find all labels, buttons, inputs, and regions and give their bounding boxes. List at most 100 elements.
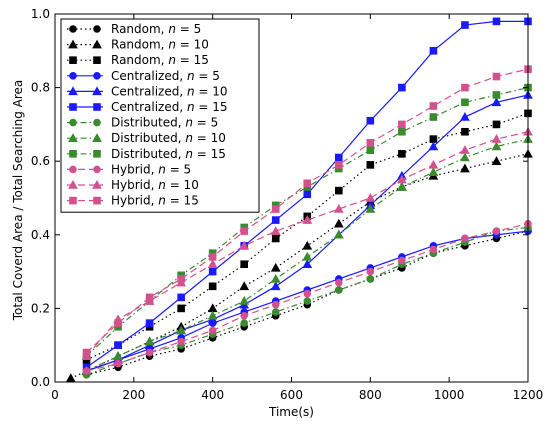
legend-marker xyxy=(93,118,101,127)
legend-label: Hybrid, n = 15 xyxy=(111,194,199,208)
legend-marker xyxy=(68,39,78,49)
data-point xyxy=(365,204,376,213)
legend-label: Hybrid, n = 10 xyxy=(111,178,199,192)
data-point xyxy=(461,234,469,243)
data-point xyxy=(491,141,502,151)
data-point xyxy=(366,146,375,154)
data-point xyxy=(207,303,218,313)
data-point xyxy=(334,186,343,195)
data-point xyxy=(240,227,249,235)
data-point xyxy=(460,145,470,154)
data-point xyxy=(239,240,250,250)
data-point xyxy=(177,275,185,283)
y-tick-label: 0.4 xyxy=(31,228,50,242)
legend-marker xyxy=(93,196,101,205)
data-point xyxy=(333,204,344,213)
data-point xyxy=(398,127,406,136)
data-point xyxy=(429,245,438,254)
legend-item: Centralized, n = 10 xyxy=(67,84,228,98)
data-point xyxy=(114,359,122,368)
data-point xyxy=(177,337,185,346)
data-point xyxy=(365,192,376,202)
data-point xyxy=(271,216,280,224)
data-point xyxy=(271,300,280,309)
data-point xyxy=(270,226,281,235)
x-tick-label: 1200 xyxy=(513,388,544,402)
series-line xyxy=(70,153,529,379)
data-point xyxy=(302,251,313,261)
data-point xyxy=(239,281,250,291)
data-point xyxy=(429,102,438,110)
data-point xyxy=(207,259,218,269)
data-point xyxy=(334,161,343,169)
legend-item: Hybrid, n = 15 xyxy=(67,194,199,208)
data-point xyxy=(396,174,407,184)
data-point xyxy=(366,275,375,283)
x-axis-title: Time(s) xyxy=(268,405,314,419)
legend-label: Centralized, n = 10 xyxy=(111,84,228,98)
data-point xyxy=(492,72,501,81)
x-tick-label: 600 xyxy=(280,388,303,402)
legend-item: Random, n = 10 xyxy=(67,38,209,52)
legend-label: Random, n = 15 xyxy=(111,53,209,67)
legend-marker xyxy=(92,39,102,49)
data-point xyxy=(208,267,217,276)
legend-marker xyxy=(68,179,78,189)
data-point xyxy=(461,83,469,92)
legend-item: Centralized, n = 5 xyxy=(67,69,220,83)
data-point xyxy=(270,273,281,283)
data-point xyxy=(114,319,122,327)
legend-marker xyxy=(69,165,77,174)
legend-marker xyxy=(93,165,101,174)
series-line xyxy=(86,230,529,376)
legend-label: Distributed, n = 5 xyxy=(111,116,218,130)
data-point xyxy=(492,91,501,99)
data-point xyxy=(366,161,375,169)
y-tick-label: 0.6 xyxy=(31,154,50,168)
data-point xyxy=(333,218,344,228)
data-point xyxy=(461,127,469,136)
legend-marker xyxy=(69,56,77,64)
data-point xyxy=(302,259,313,269)
legend-item: Random, n = 5 xyxy=(67,22,201,36)
data-point xyxy=(240,319,249,327)
data-point xyxy=(114,341,122,349)
data-point xyxy=(240,311,249,320)
data-point xyxy=(177,304,185,313)
x-tick-label: 800 xyxy=(359,388,382,402)
axis-ticks: 0 200 400 600 800 1000 1200 0.0 0.2 0.4 0.6 0.8 1.0 xyxy=(31,7,543,402)
data-point xyxy=(271,205,280,213)
data-point xyxy=(334,153,343,162)
legend-label: Centralized, n = 15 xyxy=(111,100,228,114)
legend-marker xyxy=(69,25,77,33)
data-point xyxy=(145,319,154,327)
data-point xyxy=(303,179,312,188)
data-point xyxy=(145,293,154,302)
legend-marker xyxy=(69,103,77,111)
legend-label: Centralized, n = 5 xyxy=(111,69,220,83)
data-point xyxy=(334,278,343,287)
y-axis-title: Total Coverd Area / Total Searching Area xyxy=(11,80,25,322)
data-point xyxy=(491,97,502,107)
legend-marker xyxy=(69,118,77,127)
data-point xyxy=(460,152,470,162)
x-tick-label: 400 xyxy=(201,388,224,402)
legend-label: Random, n = 10 xyxy=(111,38,209,52)
legend-item: Hybrid, n = 10 xyxy=(67,178,199,192)
data-point xyxy=(366,138,375,147)
data-point xyxy=(144,336,155,346)
legend-item: Centralized, n = 15 xyxy=(67,100,228,114)
data-point xyxy=(208,326,217,335)
data-point xyxy=(461,98,469,107)
data-point xyxy=(271,308,280,316)
data-point xyxy=(491,134,502,143)
legend-label: Distributed, n = 15 xyxy=(111,147,226,161)
y-tick-label: 1.0 xyxy=(31,7,50,21)
data-point xyxy=(460,112,470,121)
x-tick-label: 200 xyxy=(122,388,145,402)
data-point xyxy=(302,215,313,224)
legend-marker xyxy=(92,179,102,189)
legend-marker xyxy=(92,86,102,96)
